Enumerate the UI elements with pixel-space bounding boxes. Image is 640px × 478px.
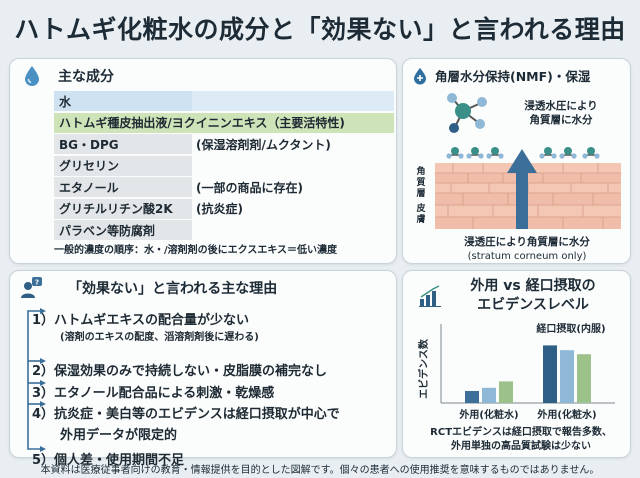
- svg-text:?: ?: [35, 279, 39, 287]
- nmf-top-caption-2: 角質層に水分: [530, 113, 593, 126]
- evidence-bar: [482, 387, 496, 403]
- ingredients-header: 主な成分: [24, 65, 114, 87]
- ingredient-row: グリチルリチン酸2K (抗炎症): [54, 198, 394, 219]
- ingredient-name: グリセリン: [54, 155, 192, 176]
- side-label-3: 層: [416, 187, 425, 199]
- ingredient-name: グリチルリチン酸2K: [54, 198, 192, 219]
- reason-item: 5）個人差・使用期間不足: [32, 453, 185, 468]
- ingredient-note: (抗炎症): [196, 202, 243, 216]
- ingredient-name: エタノール: [54, 177, 192, 197]
- skin-diagram: 浸透水圧により 角質層に水分: [415, 93, 621, 262]
- reasons-panel: ? 「効果ない」と言われる主な理由 1）ハトムギエキスの配合量が少ない (溶剤のエ…: [9, 270, 397, 468]
- evidence-panel: 外用 vs 経口摂取の エビデンスレベル エビデンス数 経口摂取(内服) 外用(…: [402, 270, 631, 458]
- nmf-panel: 角層水分保持(NMF)・保湿 浸透水圧により 角質層に水分: [402, 58, 631, 264]
- reason-item: 1）ハトムギエキスの配合量が少ない: [32, 313, 250, 328]
- ingredient-name: ハトムギ種皮抽出液/ヨクイニンエキス（主要活特性): [54, 112, 394, 133]
- reason-item: 3）エタノール配合品による刺激・乾燥感: [32, 386, 275, 401]
- water-plus-icon: [414, 67, 426, 84]
- ingredients-table: 水ハトムギ種皮抽出液/ヨクイニンエキス（主要活特性) BG・DPG (保湿溶剤剤/ム…: [54, 91, 394, 242]
- reason-subtext: (溶剤のエキスの配度、滔溶剤剤後に遅わる): [60, 332, 259, 343]
- ingredient-row: ハトムギ種皮抽出液/ヨクイニンエキス（主要活特性): [54, 112, 394, 133]
- reasons-header: ? 「効果ない」と言われる主な理由: [20, 277, 277, 299]
- evidence-bar: [577, 354, 591, 403]
- ingredient-name: パラベン等防腐剤: [54, 220, 192, 240]
- water-drop-icon: [25, 66, 39, 86]
- ingredient-name: BG・DPG: [54, 134, 192, 154]
- chart-ylabel: エビデンス数: [417, 338, 430, 399]
- category-tick-label: 外用(化粧水): [536, 408, 596, 421]
- nmf-bottom-caption-1: 浸透圧により角質層に水分: [464, 235, 590, 248]
- evidence-chart: エビデンス数 経口摂取(内服) 外用(化粧水) 外用(化粧水) RCTエビデンスは…: [417, 322, 615, 452]
- category-tick-label: 外用(化粧水): [458, 408, 518, 421]
- ingredient-row: グリセリン: [54, 155, 394, 176]
- person-question-icon: ?: [21, 277, 42, 298]
- reason-item: 外用データが限定的: [60, 428, 178, 443]
- evidence-heading: 外用 vs 経口摂取の エビデンスレベル: [443, 277, 623, 315]
- ingredient-row-fill: [192, 91, 394, 111]
- evidence-bar: [465, 391, 479, 403]
- evidence-caption-1: RCTエビデンスは経口摂取で報告多数、: [430, 425, 612, 438]
- ingredients-footnote: 一般的濃度の順序：水・/溶剤剤の後にエクスエキス＝低い濃度: [54, 245, 338, 256]
- evidence-caption-2: 外用単独の高品質試験は少ない: [450, 439, 591, 452]
- ingredients-heading: 主な成分: [58, 69, 114, 85]
- evidence-heading-1: 外用 vs 経口摂取の: [470, 278, 596, 294]
- reason-item: 4）抗炎症・美白等のエビデンスは経口摂取が中心で: [32, 407, 340, 422]
- oral-label: 経口摂取(内服): [536, 322, 605, 335]
- reasons-bracket: [27, 308, 46, 452]
- evidence-bar: [560, 350, 574, 403]
- page-title: ハトムギ化粧水の成分と「効果ない」と言われる理由: [14, 15, 626, 44]
- side-label-2: 質: [416, 176, 425, 188]
- ingredients-panel: 主な成分 水ハトムギ種皮抽出液/ヨクイニンエキス（主要活特性) BG・DPG (保湿…: [9, 58, 397, 264]
- ingredient-row: エタノール (一部の商品に存在): [54, 177, 394, 197]
- reason-item: 2）保湿効果のみで持続しない・皮脂膜の補完なし: [32, 364, 328, 379]
- nmf-heading: 角層水分保持(NMF)・保湿: [435, 69, 591, 84]
- evidence-bar: [543, 345, 557, 403]
- evidence-bar: [499, 381, 513, 403]
- nmf-bottom-caption-2: (stratum corneum only): [468, 251, 587, 262]
- side-label-4: 皮: [415, 202, 426, 214]
- reasons-heading: 「効果ない」と言われる主な理由: [68, 281, 278, 297]
- ingredient-row: BG・DPG (保湿溶剤剤/ムクタント): [54, 134, 394, 154]
- footer-disclaimer: 本資料は医療従事者向けの教育・情報提供を目的とした図解です。個々の患者への使用推…: [40, 465, 600, 476]
- evidence-heading-2: エビデンスレベル: [477, 297, 589, 313]
- ingredient-note: (一部の商品に存在): [196, 180, 303, 195]
- small-molecules-icon: [446, 147, 600, 159]
- side-label-1: 角: [416, 165, 425, 177]
- ingredient-name: 水: [54, 91, 192, 111]
- ingredient-note: (保湿溶剤剤/ムクタント): [196, 137, 331, 152]
- nmf-top-caption-1: 浸透水圧により: [524, 99, 597, 112]
- nmf-header: 角層水分保持(NMF)・保湿: [411, 66, 590, 85]
- ingredient-row: パラベン等防腐剤: [54, 220, 394, 240]
- molecule-icon: [447, 93, 487, 133]
- upward-arrow-icon: [507, 149, 537, 229]
- bar-chart-icon: [419, 285, 441, 307]
- ingredient-row: 水: [54, 91, 394, 111]
- side-label-5: 膚: [416, 213, 425, 225]
